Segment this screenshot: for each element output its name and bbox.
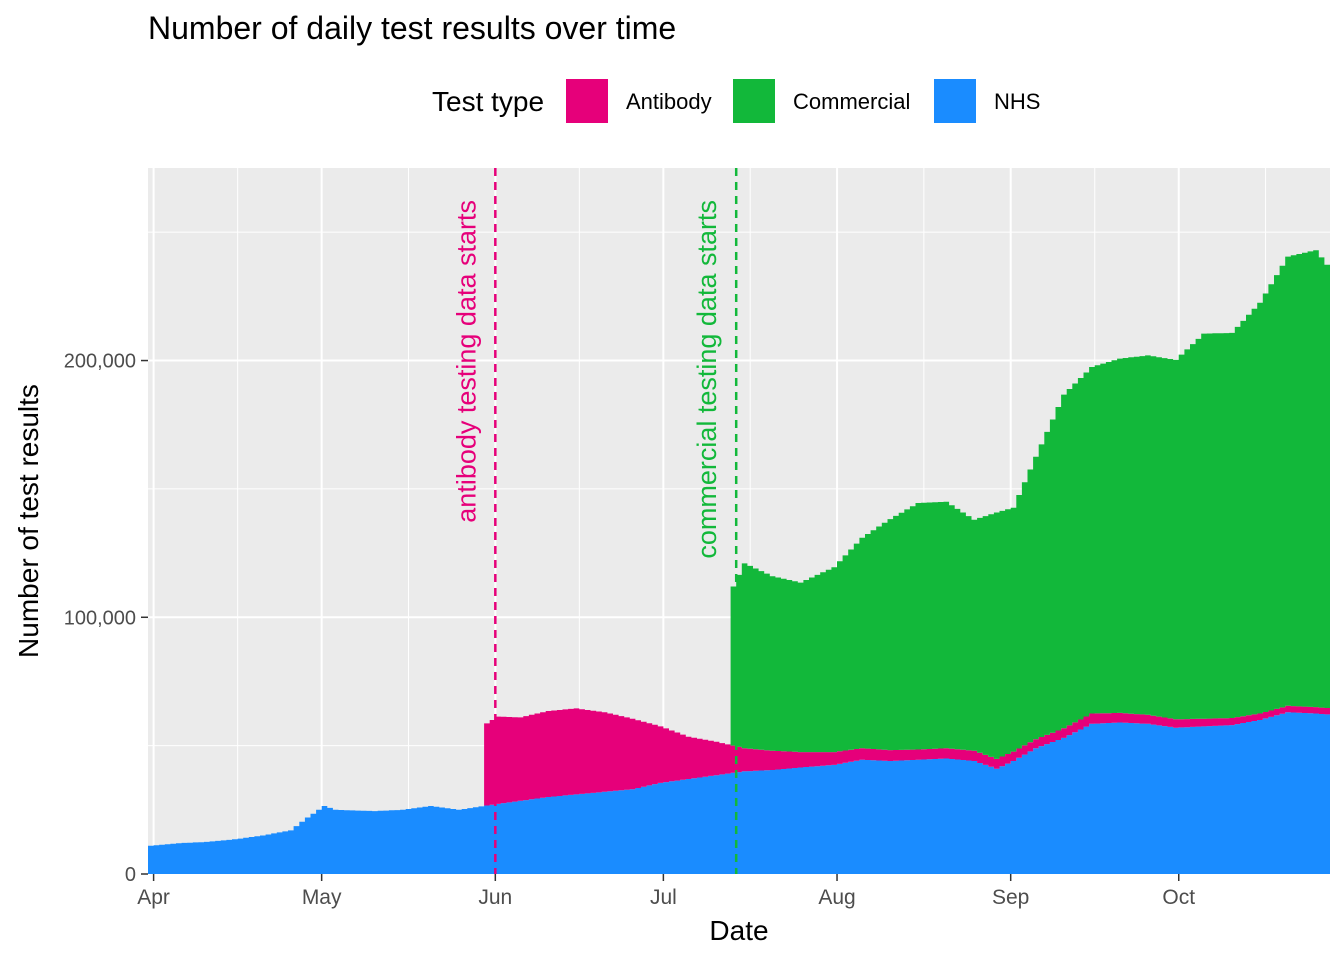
legend-label-commercial: Commercial — [793, 89, 911, 114]
legend-label-nhs: NHS — [994, 89, 1041, 114]
series-area-nhs — [148, 712, 1330, 874]
x-tick-label: Jul — [650, 886, 677, 909]
x-tick-label: Sep — [992, 886, 1029, 909]
x-axis-title: Date — [709, 915, 768, 946]
x-tick-label: Apr — [137, 886, 170, 909]
legend-label-antibody: Antibody — [626, 89, 712, 114]
legend-key-antibody — [566, 79, 608, 123]
annotation-label-2: commercial testing data starts — [692, 200, 722, 559]
legend-title: Test type — [432, 86, 545, 117]
y-tick-label: 0 — [125, 864, 136, 886]
x-tick-label: May — [302, 886, 342, 909]
x-tick-label: Jun — [478, 886, 512, 909]
x-tick-label: Aug — [818, 886, 855, 909]
y-axis-title: Number of test results — [13, 384, 44, 658]
series-area-commercial — [148, 250, 1330, 846]
series-area-antibody — [148, 705, 1330, 846]
legend-key-nhs — [934, 79, 976, 123]
legend-key-commercial — [733, 79, 775, 123]
y-tick-label: 200,000 — [64, 351, 136, 373]
annotation-label-1: antibody testing data starts — [451, 200, 481, 523]
x-tick-label: Oct — [1162, 886, 1195, 909]
y-tick-label: 100,000 — [64, 607, 136, 629]
chart-title: Number of daily test results over time — [148, 10, 677, 46]
